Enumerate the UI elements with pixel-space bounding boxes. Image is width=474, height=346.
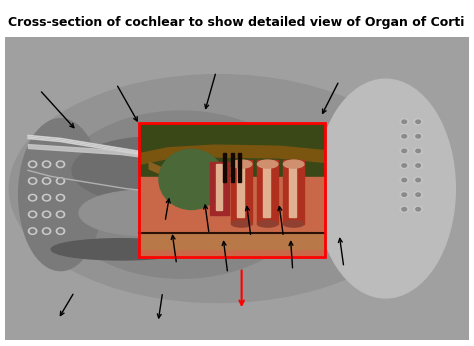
Bar [216,164,222,210]
Text: Cross-section of cochlear to show detailed view of Organ of Corti: Cross-section of cochlear to show detail… [8,16,464,29]
Ellipse shape [54,111,309,278]
Ellipse shape [400,119,409,125]
Ellipse shape [402,179,407,182]
Ellipse shape [42,194,51,201]
Ellipse shape [416,135,420,138]
Bar [289,163,296,217]
Ellipse shape [58,212,63,216]
Ellipse shape [414,133,422,139]
Ellipse shape [28,161,37,167]
Ellipse shape [402,193,407,196]
Ellipse shape [58,229,63,233]
Ellipse shape [28,194,37,201]
Ellipse shape [56,228,64,234]
Ellipse shape [414,177,422,183]
Ellipse shape [44,212,49,216]
Ellipse shape [42,228,51,234]
Ellipse shape [416,179,420,182]
Ellipse shape [400,192,409,198]
Ellipse shape [257,220,278,227]
Ellipse shape [402,120,407,124]
Ellipse shape [414,119,422,125]
Ellipse shape [44,162,49,166]
Bar [139,123,325,257]
Bar [210,162,228,215]
Ellipse shape [42,161,51,167]
Ellipse shape [42,211,51,218]
Ellipse shape [257,160,278,168]
Ellipse shape [28,228,37,234]
Ellipse shape [72,137,235,204]
Ellipse shape [414,148,422,154]
Ellipse shape [18,119,102,271]
Ellipse shape [400,163,409,169]
Bar [139,233,325,249]
Ellipse shape [9,75,428,302]
Ellipse shape [28,178,37,184]
Ellipse shape [44,196,49,200]
Ellipse shape [159,149,224,209]
Bar [238,153,241,182]
Bar [231,153,234,182]
Ellipse shape [44,229,49,233]
Ellipse shape [416,208,420,211]
Bar [231,160,252,224]
Ellipse shape [416,149,420,153]
Ellipse shape [30,212,35,216]
Bar [257,160,278,224]
Bar [139,123,325,177]
Ellipse shape [402,135,407,138]
Ellipse shape [400,148,409,154]
Ellipse shape [30,196,35,200]
Ellipse shape [44,179,49,183]
Ellipse shape [400,177,409,183]
Ellipse shape [416,164,420,167]
Ellipse shape [414,192,422,198]
Ellipse shape [30,179,35,183]
Ellipse shape [56,178,64,184]
Ellipse shape [30,162,35,166]
Ellipse shape [416,120,420,124]
Ellipse shape [400,133,409,139]
Ellipse shape [400,206,409,212]
Bar [283,160,304,224]
Bar [139,177,325,257]
Ellipse shape [231,220,252,227]
Ellipse shape [414,163,422,169]
Ellipse shape [56,161,64,167]
Ellipse shape [402,149,407,153]
Ellipse shape [30,229,35,233]
Ellipse shape [56,211,64,218]
Ellipse shape [51,239,191,260]
Ellipse shape [231,160,252,168]
Ellipse shape [58,162,63,166]
Ellipse shape [79,190,209,236]
Ellipse shape [283,160,304,168]
Ellipse shape [402,164,407,167]
Ellipse shape [414,206,422,212]
Ellipse shape [416,193,420,196]
Bar [263,163,271,217]
Ellipse shape [58,179,63,183]
Ellipse shape [283,220,304,227]
Ellipse shape [316,79,456,298]
Bar [223,153,227,182]
Ellipse shape [42,178,51,184]
Ellipse shape [402,208,407,211]
Ellipse shape [58,196,63,200]
Bar [237,163,245,217]
Ellipse shape [28,211,37,218]
Ellipse shape [56,194,64,201]
